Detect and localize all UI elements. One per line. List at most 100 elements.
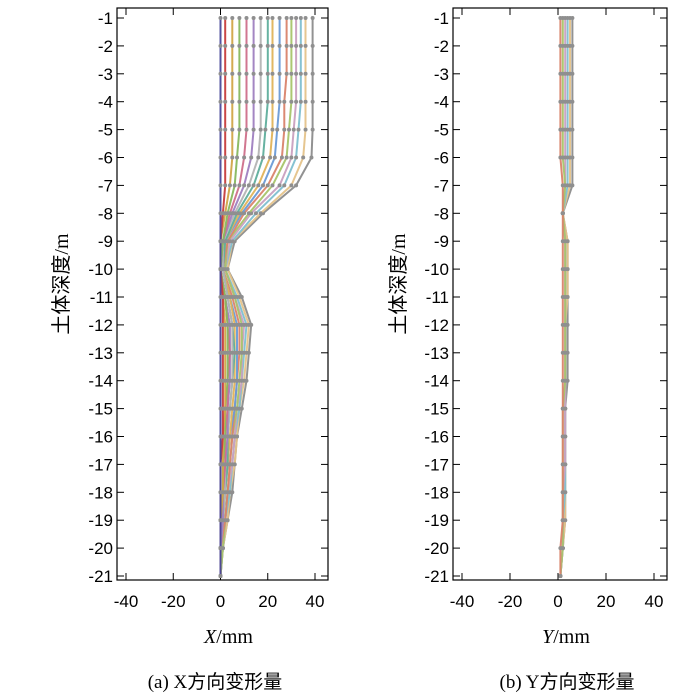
y-tick-label: -11 [90, 288, 113, 307]
data-point-s5 [289, 99, 294, 104]
data-point-s6 [560, 350, 565, 355]
data-point-s15 [223, 127, 228, 132]
x-tick-label: 0 [216, 592, 225, 611]
data-point-s8 [270, 43, 275, 48]
data-point-s1 [310, 127, 315, 132]
data-point-s7 [277, 99, 282, 104]
data-point-s7 [272, 155, 277, 160]
data-point-s8 [270, 127, 275, 132]
y-tick-label: -2 [98, 37, 113, 56]
x-tick-label: -20 [498, 592, 523, 611]
y-tick-label: -14 [424, 372, 449, 391]
data-point-s9 [251, 183, 256, 188]
y-axis-title: 土体深度/m [50, 233, 73, 335]
data-point-s15 [223, 99, 228, 104]
data-point-s6 [560, 295, 565, 299]
data-point-s11 [251, 16, 256, 20]
data-point-s11 [251, 71, 256, 76]
data-point-s4 [294, 16, 299, 20]
data-point-s9 [265, 16, 270, 20]
y-tick-label: -13 [88, 344, 113, 363]
x-tick-label: 20 [258, 592, 277, 611]
data-point-s3 [296, 127, 301, 132]
data-point-s9 [265, 99, 270, 104]
y-tick-label: -6 [434, 149, 449, 168]
y-axis-title: 土体深度/m [387, 233, 410, 335]
data-point-s4 [291, 127, 296, 132]
x-axis-variable: Y [542, 626, 555, 648]
y-tick-label: -19 [424, 511, 449, 530]
y-tick-label: -17 [424, 455, 449, 474]
data-point-s7 [277, 16, 282, 20]
data-point-s11 [251, 127, 256, 132]
y-tick-label: -21 [88, 567, 113, 586]
y-tick-label: -17 [88, 455, 113, 474]
data-point-s1 [310, 99, 315, 104]
data-point-s8 [256, 183, 261, 188]
data-point-s7 [277, 43, 282, 48]
data-point-s6 [560, 490, 565, 495]
x-axis-variable: X [203, 626, 217, 648]
data-point-s7 [275, 127, 280, 132]
data-point-s5 [284, 155, 289, 160]
data-point-s6 [560, 239, 565, 244]
data-point-s7 [261, 183, 266, 188]
x-tick-label: -40 [450, 592, 475, 611]
data-point-s2 [303, 43, 308, 48]
y-tick-label: -12 [424, 316, 449, 335]
data-point-s14 [230, 43, 235, 48]
data-point-s8 [270, 99, 275, 104]
data-point-s6 [560, 183, 565, 188]
data-point-s13 [237, 99, 242, 104]
data-point-s6 [265, 183, 270, 188]
data-point-s11 [242, 183, 247, 188]
x-axis-unit: /mm [216, 626, 253, 648]
data-point-s14 [230, 99, 235, 104]
data-point-s3 [253, 211, 258, 216]
data-point-s15 [223, 183, 228, 188]
data-point-s9 [263, 127, 268, 132]
data-point-s15 [223, 71, 228, 76]
y-tick-label: -5 [98, 121, 113, 140]
data-point-s2 [303, 127, 308, 132]
data-point-s12 [237, 183, 242, 188]
data-point-s13 [237, 127, 242, 132]
data-point-s12 [244, 71, 249, 76]
data-point-s6 [284, 16, 289, 20]
data-point-s9 [265, 43, 270, 48]
data-point-s6 [558, 71, 563, 76]
data-point-s4 [289, 155, 294, 160]
data-point-s14 [230, 155, 235, 160]
panel-a-x-deformation: -1 -2 -3 -4 -5 -6 -7 -8 -9 -10 -11 -12 -13 -14 -15 -16 -… [50, 7, 329, 693]
data-point-s6 [560, 434, 565, 439]
y-tick-label: -4 [434, 93, 449, 112]
data-point-s3 [298, 43, 303, 48]
data-point-s6 [560, 518, 565, 523]
data-point-s6 [560, 378, 565, 383]
data-point-s16 [218, 183, 223, 188]
data-point-s13 [237, 43, 242, 48]
data-point-s10 [258, 16, 263, 20]
data-point-s6 [560, 211, 565, 216]
y-tick-label: -14 [88, 372, 113, 391]
data-point-s6 [558, 546, 563, 551]
data-point-s16 [218, 71, 223, 76]
data-point-s5 [246, 211, 251, 216]
y-tick-label: -3 [98, 65, 113, 84]
data-point-s10 [258, 99, 263, 104]
data-point-s6 [560, 267, 565, 272]
data-point-s16 [218, 155, 223, 160]
x-tick-label: 40 [306, 592, 325, 611]
y-tick-label: -4 [98, 93, 113, 112]
x-tick-label: -40 [114, 592, 139, 611]
data-point-s15 [223, 155, 228, 160]
y-tick-label: -11 [426, 288, 449, 307]
y-tick-label: -19 [88, 511, 113, 530]
data-point-s6 [560, 322, 565, 327]
y-tick-label: -16 [424, 428, 449, 447]
y-tick-label: -1 [434, 9, 449, 28]
data-point-s1 [309, 155, 314, 160]
x-axis-unit: /mm [553, 626, 590, 648]
y-tick-label: -15 [424, 400, 449, 419]
data-point-s5 [287, 127, 292, 132]
